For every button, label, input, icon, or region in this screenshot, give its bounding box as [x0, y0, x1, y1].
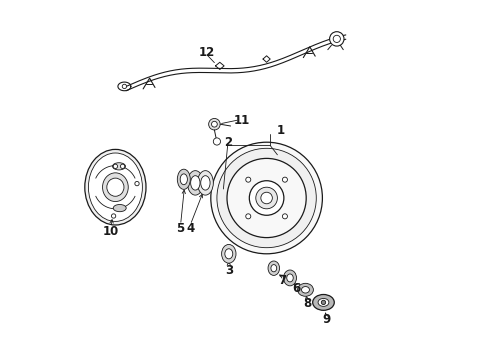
Ellipse shape: [297, 283, 314, 296]
Circle shape: [227, 158, 306, 238]
Ellipse shape: [225, 249, 233, 259]
Circle shape: [212, 121, 217, 127]
Circle shape: [249, 181, 284, 215]
Circle shape: [213, 138, 220, 145]
Ellipse shape: [268, 261, 280, 275]
Ellipse shape: [284, 270, 296, 286]
Ellipse shape: [180, 174, 187, 185]
Ellipse shape: [287, 274, 293, 282]
Ellipse shape: [318, 298, 329, 306]
Circle shape: [209, 118, 220, 130]
Circle shape: [246, 177, 251, 182]
Text: 11: 11: [233, 114, 249, 127]
Circle shape: [217, 148, 316, 248]
Circle shape: [256, 187, 277, 209]
Ellipse shape: [201, 176, 210, 190]
Circle shape: [135, 181, 139, 186]
Circle shape: [321, 300, 326, 305]
Circle shape: [111, 214, 116, 218]
Text: 3: 3: [225, 264, 233, 276]
Text: 6: 6: [292, 282, 300, 295]
Circle shape: [211, 142, 322, 254]
Ellipse shape: [191, 176, 200, 190]
Circle shape: [261, 192, 272, 204]
Ellipse shape: [221, 244, 236, 263]
Circle shape: [333, 35, 341, 42]
Ellipse shape: [271, 265, 277, 272]
Text: 2: 2: [223, 136, 232, 149]
Text: 4: 4: [186, 222, 195, 235]
Text: 5: 5: [176, 222, 185, 235]
Circle shape: [121, 164, 125, 168]
Circle shape: [330, 32, 344, 46]
Text: 7: 7: [278, 274, 287, 287]
Text: 1: 1: [277, 124, 285, 137]
Ellipse shape: [88, 153, 143, 221]
Ellipse shape: [85, 149, 146, 225]
Ellipse shape: [177, 169, 190, 189]
Ellipse shape: [197, 171, 213, 195]
Circle shape: [122, 84, 126, 89]
Ellipse shape: [313, 294, 334, 310]
Ellipse shape: [107, 178, 124, 196]
Text: 8: 8: [303, 297, 311, 310]
Text: 9: 9: [322, 313, 330, 326]
Ellipse shape: [113, 163, 125, 170]
Circle shape: [282, 177, 288, 182]
Circle shape: [282, 214, 288, 219]
Ellipse shape: [102, 173, 128, 202]
Circle shape: [246, 214, 251, 219]
Circle shape: [113, 164, 118, 168]
Ellipse shape: [187, 171, 203, 195]
Text: 10: 10: [103, 225, 119, 238]
Text: 12: 12: [199, 46, 215, 59]
Ellipse shape: [301, 287, 310, 293]
Ellipse shape: [113, 204, 126, 212]
